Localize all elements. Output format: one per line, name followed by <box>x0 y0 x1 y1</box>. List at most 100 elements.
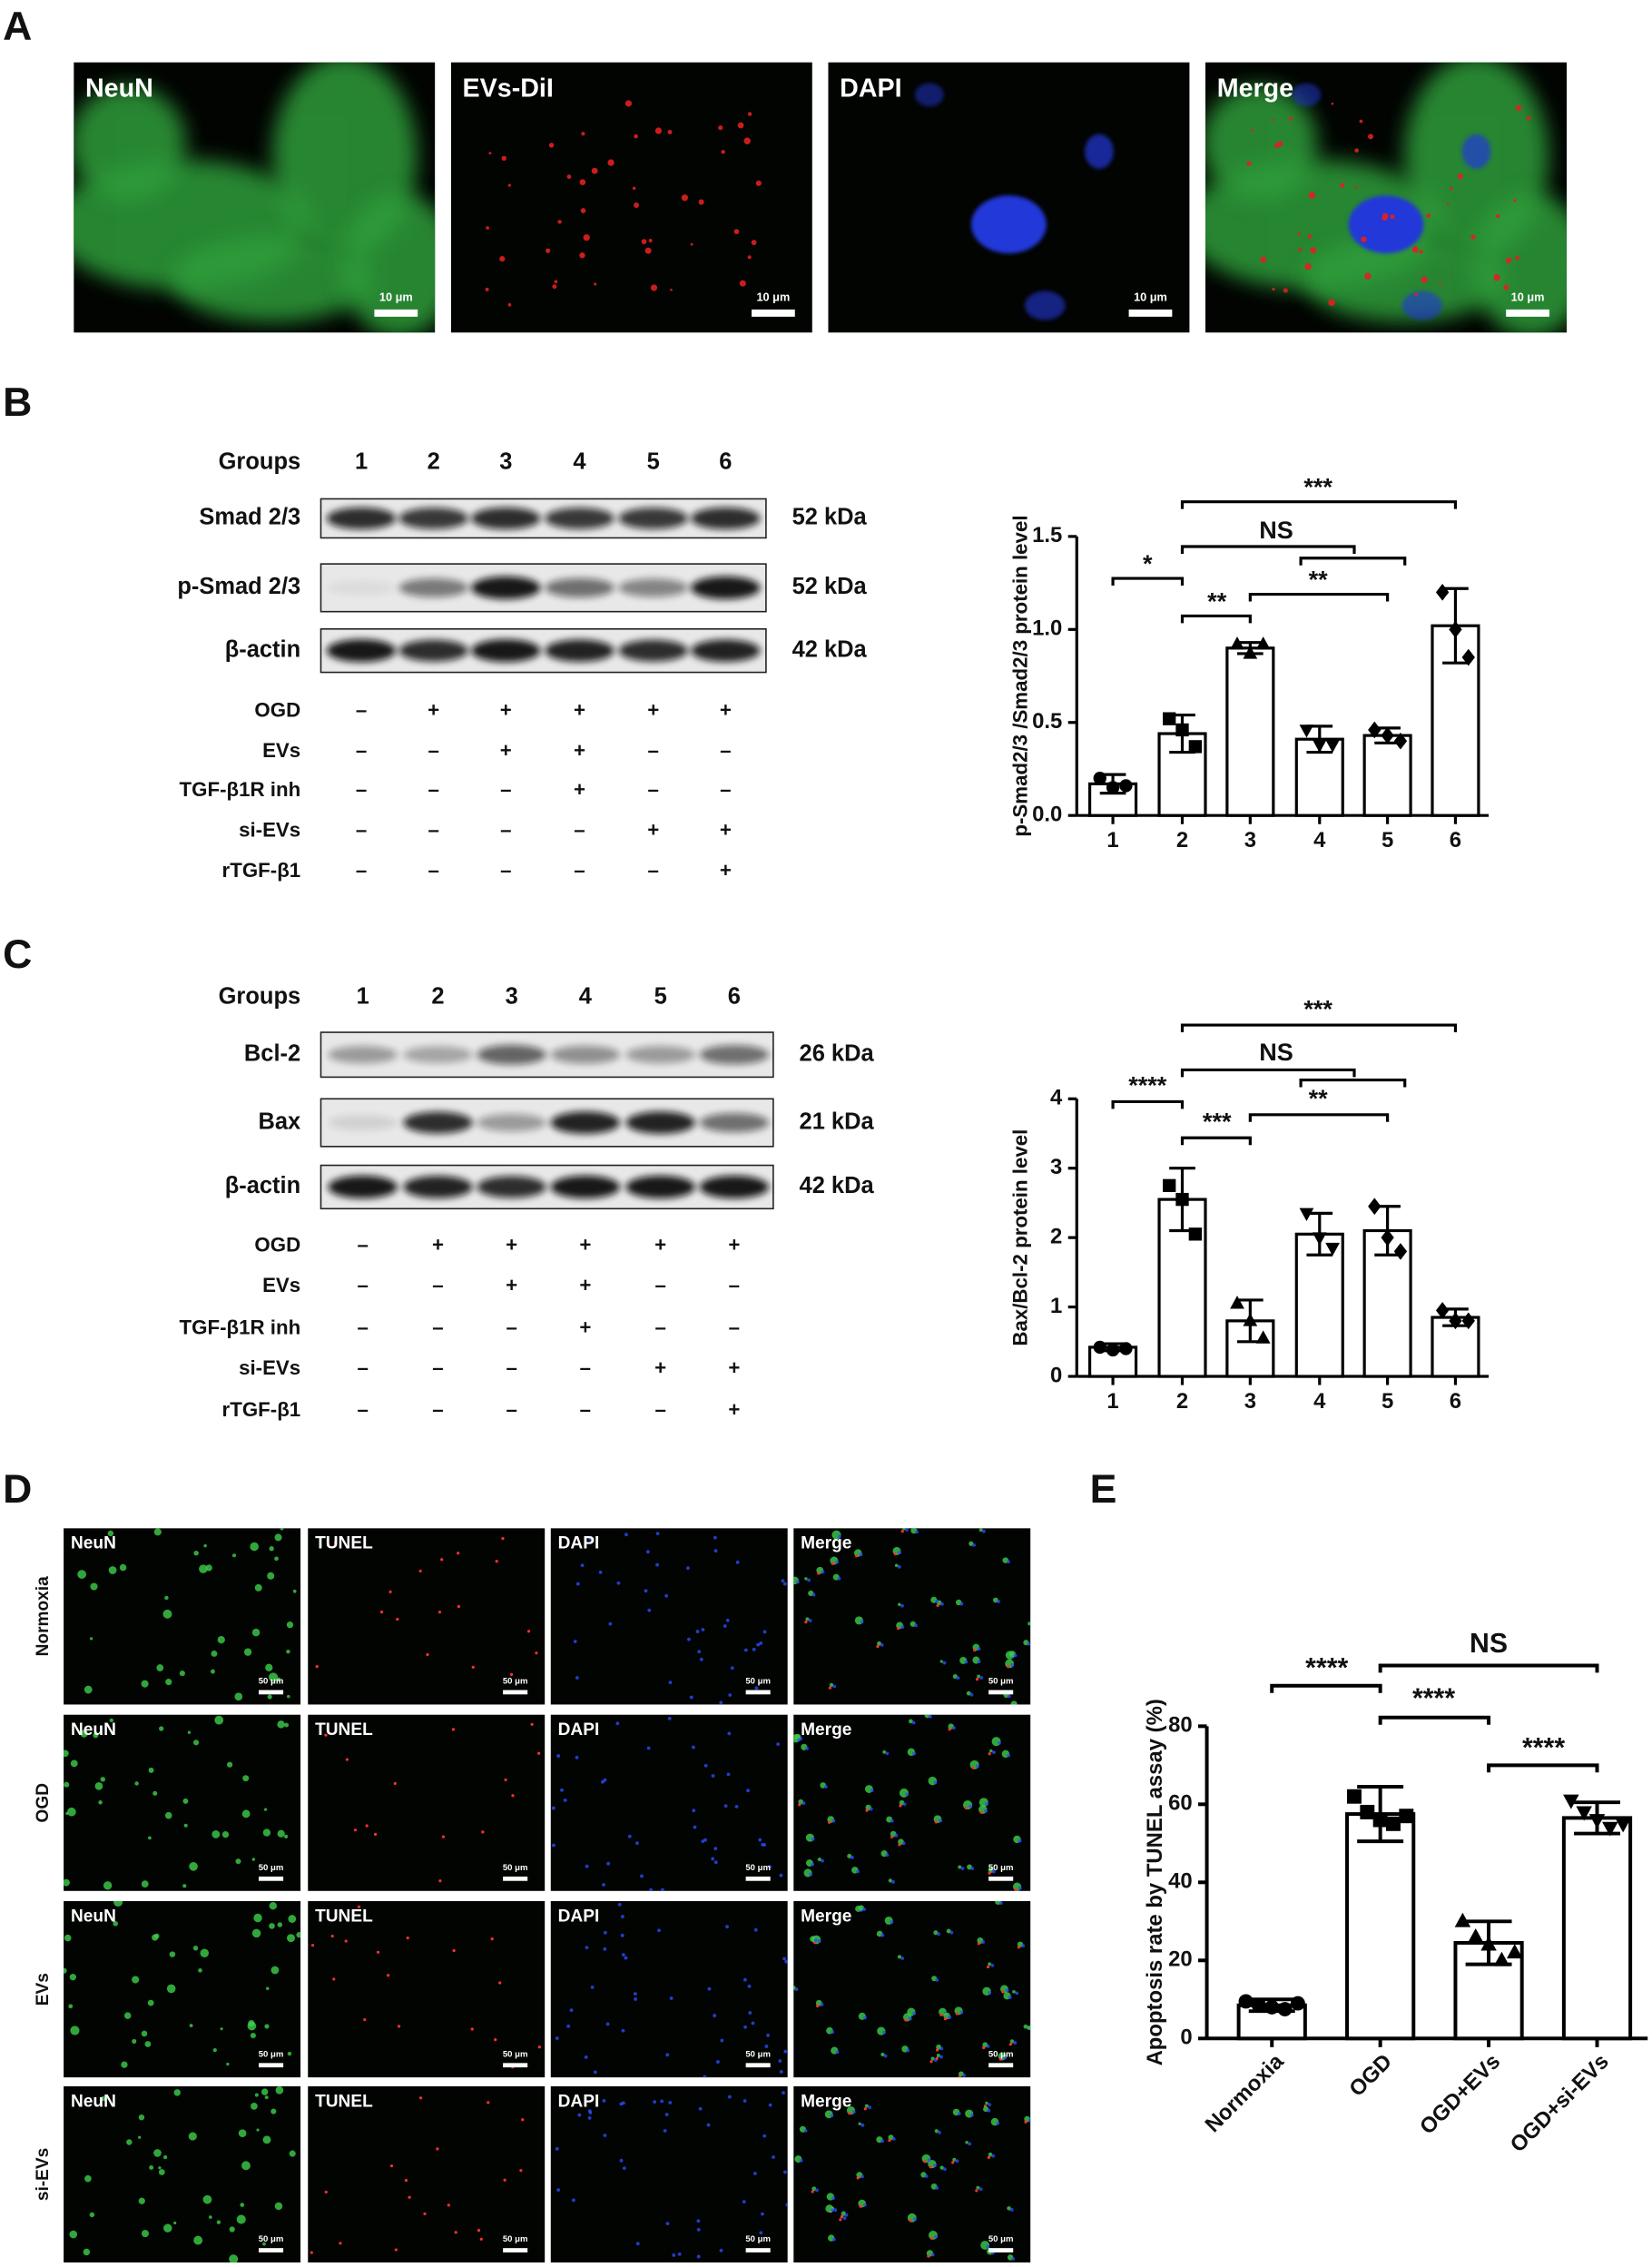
nucleus <box>778 2059 782 2063</box>
scale-bar-label: 10 μm <box>379 291 413 304</box>
cell <box>261 2088 269 2095</box>
nucleus <box>988 2103 992 2107</box>
nucleus <box>959 2010 964 2015</box>
nucleus <box>746 1789 750 1793</box>
nucleus <box>891 2136 896 2141</box>
y-tick-label: 0.5 <box>1032 709 1062 734</box>
treatment-sign: – <box>648 859 659 882</box>
tunel <box>344 1939 348 1943</box>
cell <box>84 1685 93 1694</box>
significance-label: *** <box>1303 995 1332 1022</box>
nucleus <box>1461 133 1491 169</box>
y-tick-label: 40 <box>1168 1869 1193 1894</box>
nucleus <box>885 1853 890 1858</box>
tunel <box>393 1781 397 1786</box>
cell <box>289 2150 296 2157</box>
cell <box>250 1542 260 1552</box>
nucleus <box>942 2167 947 2172</box>
cell <box>976 2185 980 2190</box>
point <box>1093 772 1106 785</box>
band <box>691 507 761 529</box>
micrograph <box>74 62 436 333</box>
treatment-sign: – <box>428 739 438 762</box>
scale-bar <box>988 2248 1014 2252</box>
vesicle <box>1328 299 1335 307</box>
tunel <box>890 1835 894 1838</box>
cell <box>262 2135 271 2144</box>
scale-bar <box>503 2063 528 2068</box>
nucleus <box>743 1648 748 1652</box>
nucleus <box>860 2174 864 2179</box>
scale-bar <box>374 309 418 317</box>
nucleus <box>669 1996 674 2000</box>
treatment-sign: + <box>500 739 512 762</box>
cell <box>254 2093 259 2097</box>
vesicle <box>1331 102 1334 105</box>
y-tick-label: 3 <box>1050 1155 1062 1179</box>
tunel <box>934 1820 938 1824</box>
nucleus <box>719 1700 723 1705</box>
nucleus <box>831 2208 834 2213</box>
nucleus <box>797 1738 801 1742</box>
cell <box>930 2056 935 2061</box>
nucleus <box>935 2186 939 2190</box>
nucleus <box>727 1731 732 1736</box>
cell <box>90 1582 98 1591</box>
treatment-label: TGF-β1R inh <box>180 778 301 801</box>
significance-bracket <box>1270 1683 1382 1693</box>
treatment-sign: – <box>500 819 511 842</box>
image-bg <box>450 62 812 333</box>
nucleus <box>633 1992 637 1996</box>
nucleus <box>842 2216 847 2221</box>
tunel <box>470 2027 474 2031</box>
nucleus <box>988 1991 992 1995</box>
band-label: Bax <box>258 1109 300 1134</box>
cell <box>132 2038 137 2044</box>
treatment-sign: + <box>647 819 659 842</box>
tunel <box>939 2013 943 2016</box>
cell <box>141 2230 150 2238</box>
tunel <box>438 1611 442 1614</box>
nucleus <box>560 1788 564 1792</box>
cell <box>166 1984 176 1994</box>
nucleus <box>665 2222 670 2226</box>
cell <box>189 1861 198 1871</box>
cell <box>288 1915 297 1923</box>
nucleus <box>939 1819 943 1823</box>
panel-letter: D <box>3 1467 32 1512</box>
tunel <box>975 1678 979 1681</box>
cell <box>898 1602 901 1606</box>
band <box>403 1176 473 1198</box>
nucleus <box>783 2049 788 2054</box>
treatment-label: rTGF-β1 <box>222 859 301 882</box>
nucleus <box>752 2172 757 2175</box>
vesicle <box>1439 282 1442 286</box>
point <box>1299 724 1314 738</box>
nucleus <box>996 2121 1000 2125</box>
cell <box>269 1923 275 1929</box>
point <box>1615 1818 1631 1833</box>
nucleus <box>752 1647 756 1651</box>
y-tick-label: 0 <box>1180 2026 1192 2050</box>
nucleus <box>975 1764 979 1769</box>
vesicle <box>690 242 693 246</box>
cell <box>214 1715 224 1725</box>
cell <box>138 2135 142 2139</box>
row-label: EVs <box>34 1973 53 2006</box>
nucleus <box>957 2112 961 2115</box>
scale-bar-label: 10 μm <box>756 291 790 304</box>
treatment-sign: + <box>647 698 659 721</box>
point <box>1188 1227 1202 1241</box>
cell <box>939 1660 943 1663</box>
cell <box>276 1677 281 1682</box>
bar <box>1561 1816 1633 2041</box>
vesicle <box>1515 104 1522 112</box>
nucleus <box>585 1946 589 1950</box>
scale-bar-label: 50 μm <box>988 1676 1014 1686</box>
cell <box>80 1730 88 1738</box>
nucleus <box>901 1841 906 1846</box>
cell <box>198 1968 202 1973</box>
vesicle <box>747 255 752 260</box>
cell <box>286 1694 290 1699</box>
